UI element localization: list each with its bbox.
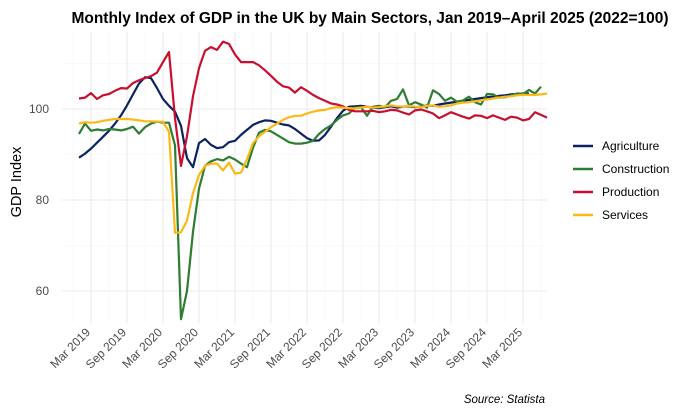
y-tick-label: 100 (29, 102, 49, 116)
series-lines (78, 40, 548, 321)
legend-label: Production (602, 185, 659, 199)
legend-item-production: Production (573, 185, 659, 199)
y-tick-label: 60 (36, 284, 50, 298)
legend-item-services: Services (573, 208, 648, 222)
series-line-services (78, 92, 548, 234)
source-caption: Source: Statista (464, 394, 545, 406)
legend: Agriculture Construction Production Service… (573, 139, 669, 222)
legend-label: Services (602, 208, 648, 222)
series-line-production (78, 40, 548, 167)
y-tick-label: 80 (36, 193, 50, 207)
grid (62, 32, 547, 323)
legend-item-agriculture: Agriculture (573, 139, 660, 153)
chart-title: Monthly Index of GDP in the UK by Main S… (71, 10, 668, 27)
y-axis-ticks: 60 80 100 (29, 102, 49, 298)
y-axis-label: GDP Index (9, 146, 25, 217)
legend-label: Agriculture (602, 139, 660, 153)
legend-label: Construction (602, 162, 669, 176)
x-tick-label: Mar 2025 (479, 325, 525, 371)
legend-item-construction: Construction (573, 162, 669, 176)
series-line-agriculture (78, 76, 529, 169)
